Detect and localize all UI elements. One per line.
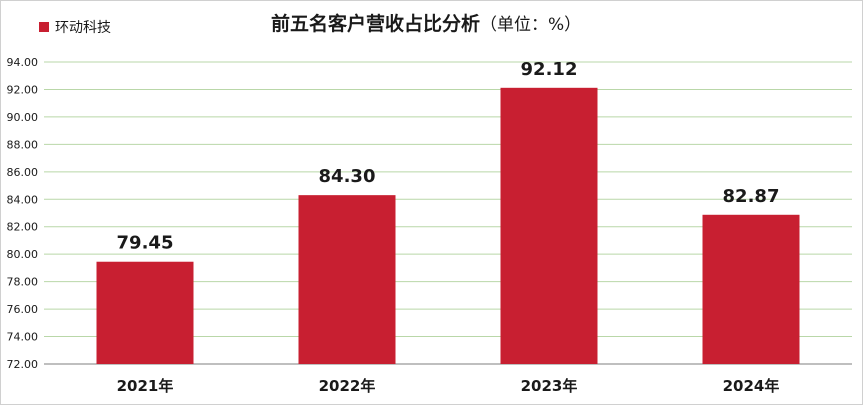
data-label: 79.45 (117, 233, 174, 254)
x-category-label: 2022年 (319, 377, 376, 395)
data-label: 92.12 (521, 59, 578, 80)
y-tick-label: 82.00 (7, 221, 39, 234)
x-category-label: 2023年 (521, 377, 578, 395)
y-axis-ticks: 72.00 74.00 76.00 78.00 80.00 82.00 84.00 86.00… (7, 56, 39, 371)
y-tick-label: 92.00 (7, 83, 39, 96)
chart-title-text: 前五名客户营收占比分析 (271, 13, 481, 35)
x-category-label: 2021年 (117, 377, 174, 395)
y-tick-label: 90.00 (7, 111, 39, 124)
bar (500, 87, 598, 364)
x-category-label: 2024年 (723, 377, 780, 395)
bar (298, 195, 396, 364)
y-tick-label: 74.00 (7, 331, 39, 344)
y-tick-label: 94.00 (7, 56, 39, 69)
y-tick-label: 86.00 (7, 166, 39, 179)
data-label: 84.30 (319, 166, 376, 187)
chart-title-unit: （单位：%） (480, 15, 582, 35)
legend: 环动科技 (39, 17, 111, 37)
chart-title: 前五名客户营收占比分析（单位：%） (271, 9, 581, 36)
legend-swatch (39, 22, 49, 32)
bar (96, 261, 194, 364)
bar (702, 214, 800, 364)
data-labels: 79.45 84.30 92.12 82.87 (117, 59, 780, 254)
y-tick-label: 72.00 (7, 358, 39, 371)
y-tick-label: 88.00 (7, 138, 39, 151)
data-label: 82.87 (723, 186, 780, 207)
y-tick-label: 80.00 (7, 248, 39, 261)
y-tick-label: 78.00 (7, 276, 39, 289)
y-tick-label: 84.00 (7, 193, 39, 206)
bars (96, 87, 800, 364)
x-axis-categories: 2021年 2022年 2023年 2024年 (117, 377, 780, 395)
y-tick-label: 76.00 (7, 303, 39, 316)
legend-label: 环动科技 (55, 20, 111, 36)
